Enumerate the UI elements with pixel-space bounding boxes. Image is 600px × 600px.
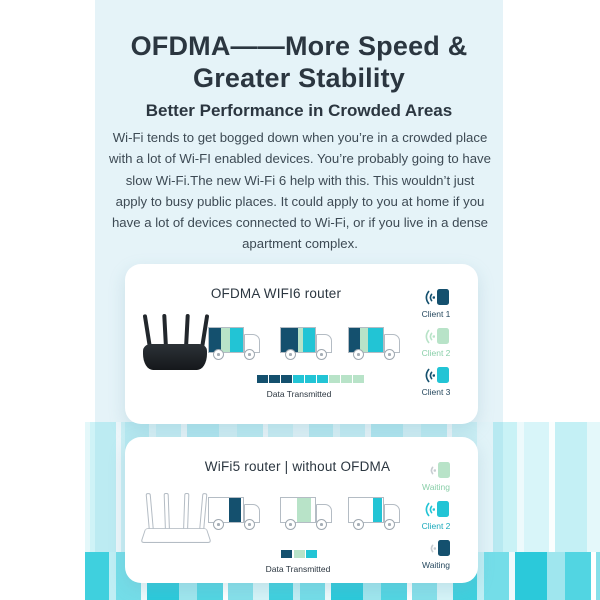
client-device-icon xyxy=(437,501,450,517)
card-title: WiFi5 router | without OFDMA xyxy=(204,459,391,474)
data-transmitted-label: Data Transmitted xyxy=(266,389,332,399)
truck-icon xyxy=(208,327,261,360)
wifi-waiting-icon xyxy=(423,540,436,557)
truck-wheel xyxy=(384,349,395,360)
page-title-line2: Greater Stability xyxy=(193,63,405,93)
data-transmitted-bar xyxy=(281,550,317,558)
wifi-signal-icon xyxy=(422,367,436,384)
wifi6-router-icon xyxy=(142,308,209,370)
wifi-signal-icon xyxy=(422,289,436,306)
truck-cargo xyxy=(280,327,316,353)
page-title: OFDMA——More Speed & Greater Stability xyxy=(95,30,503,94)
data-transmitted-label: Data Transmitted xyxy=(265,564,331,574)
ofdma-wifi6-card: OFDMA WIFI6 router xyxy=(125,264,478,424)
client-device-icon xyxy=(437,367,450,383)
client-row: Client 2 xyxy=(421,327,451,358)
router-antenna xyxy=(184,313,190,349)
wifi-signal-icon xyxy=(422,328,436,345)
truck-wheel xyxy=(353,349,364,360)
truck-wheel xyxy=(384,519,395,530)
truck-icon xyxy=(348,327,401,360)
client-device-icon xyxy=(437,289,450,305)
truck-cargo xyxy=(348,497,384,523)
truck-cargo xyxy=(208,497,244,523)
card-title: OFDMA WIFI6 router xyxy=(210,286,342,301)
page-subtitle: Better Performance in Crowded Areas xyxy=(145,101,453,120)
client-row: Client 3 xyxy=(421,366,451,397)
client-label: Client 3 xyxy=(421,387,451,397)
client-row: Client 2 xyxy=(421,500,451,531)
client-label: Waiting xyxy=(421,482,451,492)
truck-icon xyxy=(280,497,333,530)
truck-wheel xyxy=(244,349,255,360)
client-row: Client 1 xyxy=(421,288,451,319)
router-body xyxy=(143,344,207,370)
client-label: Client 2 xyxy=(421,348,451,358)
truck-cargo xyxy=(208,327,244,353)
truck-icon xyxy=(280,327,333,360)
client-row: Waiting xyxy=(422,539,450,570)
clients-column: Client 1 Client 2 Client 3 xyxy=(407,288,465,397)
truck-icon xyxy=(348,497,401,530)
router-antenna xyxy=(163,492,170,533)
data-transmitted-bar xyxy=(257,375,364,383)
truck-wheel xyxy=(353,519,364,530)
client-row: Waiting xyxy=(422,461,450,492)
client-label: Client 2 xyxy=(421,521,451,531)
router-antenna xyxy=(183,492,189,533)
client-device-icon xyxy=(437,462,450,478)
truck-wheel xyxy=(316,519,327,530)
wifi5-router-icon xyxy=(140,481,212,544)
router-body xyxy=(140,528,212,544)
truck-wheel xyxy=(244,519,255,530)
intro-paragraph: Wi-Fi tends to get bogged down when you’… xyxy=(109,130,491,252)
client-device-icon xyxy=(437,540,450,556)
truck-wheel xyxy=(213,349,224,360)
truck-icon xyxy=(208,497,261,530)
truck-wheel xyxy=(213,519,224,530)
truck-wheel xyxy=(285,519,296,530)
wifi5-card: WiFi5 router | without OFDMA xyxy=(125,437,478,583)
truck-wheel xyxy=(285,349,296,360)
client-label: Client 1 xyxy=(421,309,451,319)
wifi-signal-icon xyxy=(422,501,436,518)
wifi-waiting-icon xyxy=(423,462,436,479)
client-device-icon xyxy=(437,328,450,344)
truck-cargo xyxy=(280,497,316,523)
router-antenna xyxy=(145,492,154,533)
truck-cargo xyxy=(348,327,384,353)
router-antenna xyxy=(199,492,207,533)
clients-column: Waiting Client 2 Waiting xyxy=(407,461,465,570)
truck-wheel xyxy=(316,349,327,360)
router-antenna xyxy=(162,313,168,349)
page-title-line1: OFDMA——More Speed & xyxy=(130,31,468,61)
client-label: Waiting xyxy=(421,560,451,570)
